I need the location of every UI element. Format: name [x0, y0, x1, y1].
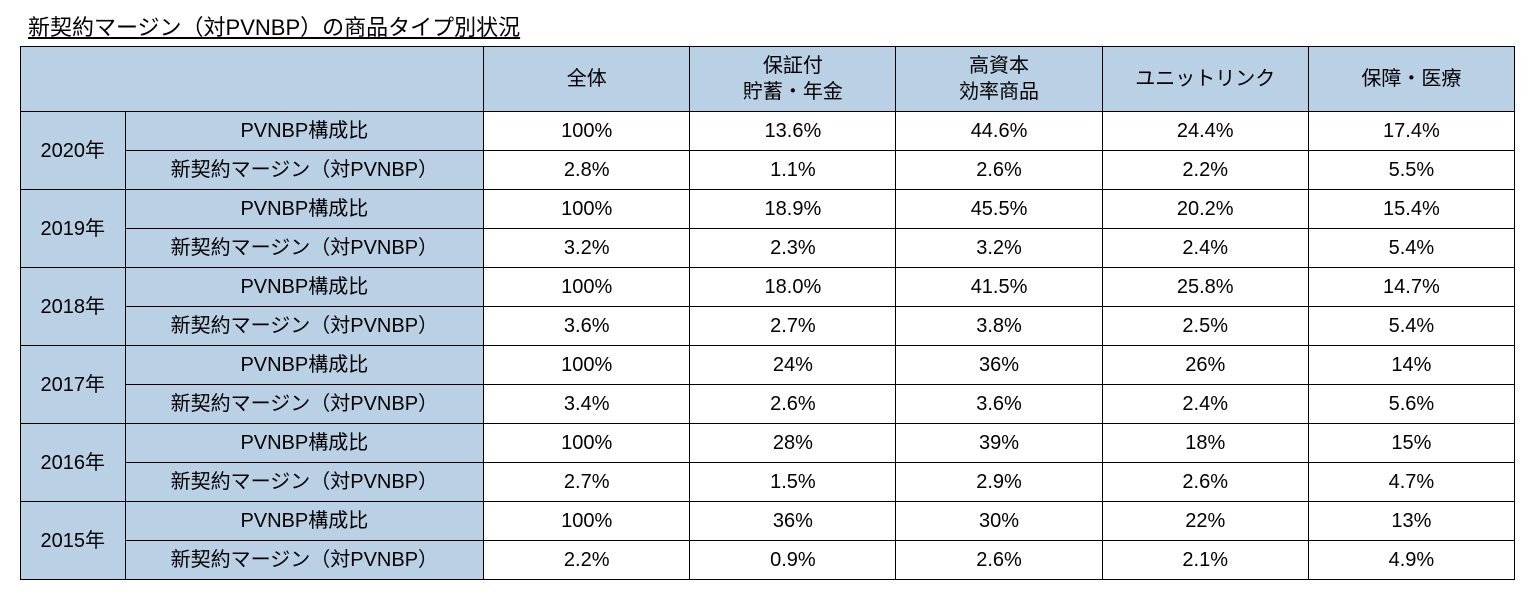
data-cell: 28% — [690, 424, 896, 463]
metric-label: PVNBP構成比 — [125, 112, 484, 151]
data-cell: 5.5% — [1308, 151, 1514, 190]
data-cell: 100% — [484, 268, 690, 307]
col-header: 高資本効率商品 — [896, 47, 1102, 112]
data-cell: 2.6% — [896, 541, 1102, 580]
data-cell: 2.7% — [484, 463, 690, 502]
table-row: 2020年PVNBP構成比100%13.6%44.6%24.4%17.4% — [21, 112, 1515, 151]
data-cell: 1.1% — [690, 151, 896, 190]
table-row: 新契約マージン（対PVNBP）3.6%2.7%3.8%2.5%5.4% — [21, 307, 1515, 346]
data-cell: 2.8% — [484, 151, 690, 190]
metric-label: 新契約マージン（対PVNBP） — [125, 307, 484, 346]
table-row: 2018年PVNBP構成比100%18.0%41.5%25.8%14.7% — [21, 268, 1515, 307]
data-cell: 2.3% — [690, 229, 896, 268]
table-row: 新契約マージン（対PVNBP）3.4%2.6%3.6%2.4%5.6% — [21, 385, 1515, 424]
data-cell: 26% — [1102, 346, 1308, 385]
col-header: 保障・医療 — [1308, 47, 1514, 112]
data-cell: 24% — [690, 346, 896, 385]
data-cell: 100% — [484, 190, 690, 229]
data-cell: 2.6% — [1102, 463, 1308, 502]
col-header: 全体 — [484, 47, 690, 112]
data-cell: 13% — [1308, 502, 1514, 541]
corner-cell — [21, 47, 484, 112]
data-cell: 2.5% — [1102, 307, 1308, 346]
data-cell: 2.1% — [1102, 541, 1308, 580]
year-cell: 2015年 — [21, 502, 126, 580]
data-cell: 15% — [1308, 424, 1514, 463]
data-cell: 18.0% — [690, 268, 896, 307]
margin-table: 全体 保証付貯蓄・年金 高資本効率商品 ユニットリンク 保障・医療 2020年P… — [20, 46, 1515, 580]
data-cell: 3.2% — [896, 229, 1102, 268]
data-cell: 24.4% — [1102, 112, 1308, 151]
data-cell: 2.9% — [896, 463, 1102, 502]
data-cell: 3.2% — [484, 229, 690, 268]
metric-label: PVNBP構成比 — [125, 190, 484, 229]
col-header: ユニットリンク — [1102, 47, 1308, 112]
data-cell: 5.4% — [1308, 229, 1514, 268]
data-cell: 1.5% — [690, 463, 896, 502]
data-cell: 2.4% — [1102, 229, 1308, 268]
metric-label: 新契約マージン（対PVNBP） — [125, 151, 484, 190]
data-cell: 13.6% — [690, 112, 896, 151]
data-cell: 2.7% — [690, 307, 896, 346]
metric-label: 新契約マージン（対PVNBP） — [125, 463, 484, 502]
year-cell: 2018年 — [21, 268, 126, 346]
data-cell: 18.9% — [690, 190, 896, 229]
data-cell: 5.6% — [1308, 385, 1514, 424]
metric-label: 新契約マージン（対PVNBP） — [125, 229, 484, 268]
data-cell: 100% — [484, 346, 690, 385]
data-cell: 2.2% — [1102, 151, 1308, 190]
year-cell: 2017年 — [21, 346, 126, 424]
data-cell: 39% — [896, 424, 1102, 463]
table-row: 2015年PVNBP構成比100%36%30%22%13% — [21, 502, 1515, 541]
metric-label: PVNBP構成比 — [125, 502, 484, 541]
data-cell: 36% — [896, 346, 1102, 385]
data-cell: 100% — [484, 112, 690, 151]
data-cell: 2.4% — [1102, 385, 1308, 424]
data-cell: 2.6% — [690, 385, 896, 424]
data-cell: 4.7% — [1308, 463, 1514, 502]
table-row: 新契約マージン（対PVNBP）2.8%1.1%2.6%2.2%5.5% — [21, 151, 1515, 190]
data-cell: 15.4% — [1308, 190, 1514, 229]
data-cell: 4.9% — [1308, 541, 1514, 580]
header-row: 全体 保証付貯蓄・年金 高資本効率商品 ユニットリンク 保障・医療 — [21, 47, 1515, 112]
table-title: 新契約マージン（対PVNBP）の商品タイプ別状況 — [20, 10, 1515, 42]
metric-label: PVNBP構成比 — [125, 268, 484, 307]
metric-label: PVNBP構成比 — [125, 346, 484, 385]
data-cell: 20.2% — [1102, 190, 1308, 229]
table-row: 2019年PVNBP構成比100%18.9%45.5%20.2%15.4% — [21, 190, 1515, 229]
year-cell: 2019年 — [21, 190, 126, 268]
data-cell: 45.5% — [896, 190, 1102, 229]
data-cell: 3.4% — [484, 385, 690, 424]
data-cell: 3.6% — [896, 385, 1102, 424]
data-cell: 41.5% — [896, 268, 1102, 307]
data-cell: 3.8% — [896, 307, 1102, 346]
year-cell: 2016年 — [21, 424, 126, 502]
metric-label: 新契約マージン（対PVNBP） — [125, 385, 484, 424]
table-row: 2017年PVNBP構成比100%24%36%26%14% — [21, 346, 1515, 385]
table-row: 新契約マージン（対PVNBP）2.2%0.9%2.6%2.1%4.9% — [21, 541, 1515, 580]
table-row: 新契約マージン（対PVNBP）3.2%2.3%3.2%2.4%5.4% — [21, 229, 1515, 268]
data-cell: 18% — [1102, 424, 1308, 463]
metric-label: 新契約マージン（対PVNBP） — [125, 541, 484, 580]
data-cell: 3.6% — [484, 307, 690, 346]
data-cell: 14% — [1308, 346, 1514, 385]
metric-label: PVNBP構成比 — [125, 424, 484, 463]
data-cell: 2.2% — [484, 541, 690, 580]
table-row: 新契約マージン（対PVNBP）2.7%1.5%2.9%2.6%4.7% — [21, 463, 1515, 502]
data-cell: 100% — [484, 502, 690, 541]
year-cell: 2020年 — [21, 112, 126, 190]
data-cell: 100% — [484, 424, 690, 463]
col-header: 保証付貯蓄・年金 — [690, 47, 896, 112]
table-row: 2016年PVNBP構成比100%28%39%18%15% — [21, 424, 1515, 463]
data-cell: 5.4% — [1308, 307, 1514, 346]
data-cell: 2.6% — [896, 151, 1102, 190]
data-cell: 25.8% — [1102, 268, 1308, 307]
data-cell: 17.4% — [1308, 112, 1514, 151]
data-cell: 14.7% — [1308, 268, 1514, 307]
data-cell: 0.9% — [690, 541, 896, 580]
data-cell: 44.6% — [896, 112, 1102, 151]
data-cell: 36% — [690, 502, 896, 541]
data-cell: 30% — [896, 502, 1102, 541]
data-cell: 22% — [1102, 502, 1308, 541]
